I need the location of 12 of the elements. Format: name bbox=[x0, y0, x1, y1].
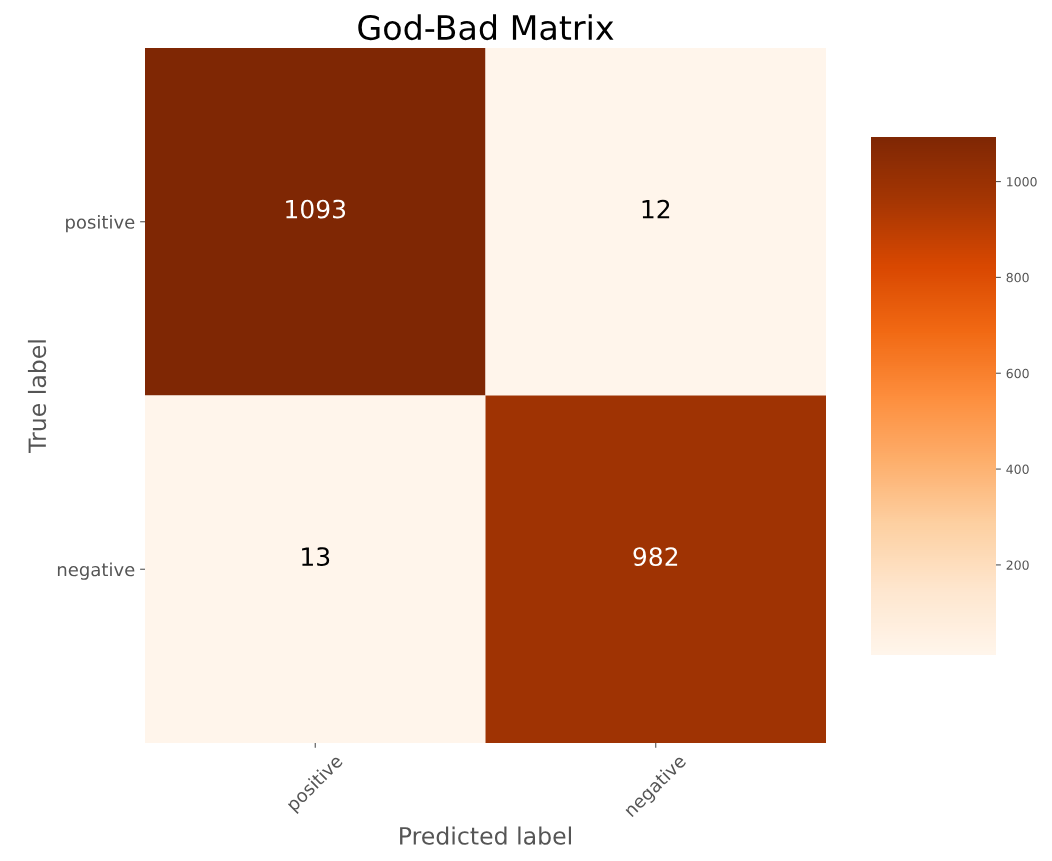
chart-title: God-Bad Matrix bbox=[358, 14, 614, 41]
data-label: 1093 bbox=[286, 199, 346, 219]
data-label: 982 bbox=[633, 547, 678, 567]
color-bar-label: 200 bbox=[1006, 560, 1029, 570]
color-bar-label: 400 bbox=[1006, 464, 1029, 474]
data-label: 13 bbox=[302, 547, 330, 567]
y-axis-title: True label bbox=[27, 340, 47, 453]
x-axis-title: Predicted label bbox=[400, 826, 571, 845]
color-bar-label: 600 bbox=[1006, 368, 1029, 379]
color-bar-label: 800 bbox=[1006, 272, 1029, 283]
data-label: 12 bbox=[642, 199, 670, 219]
color-bar-label: 1000 bbox=[1007, 177, 1037, 187]
